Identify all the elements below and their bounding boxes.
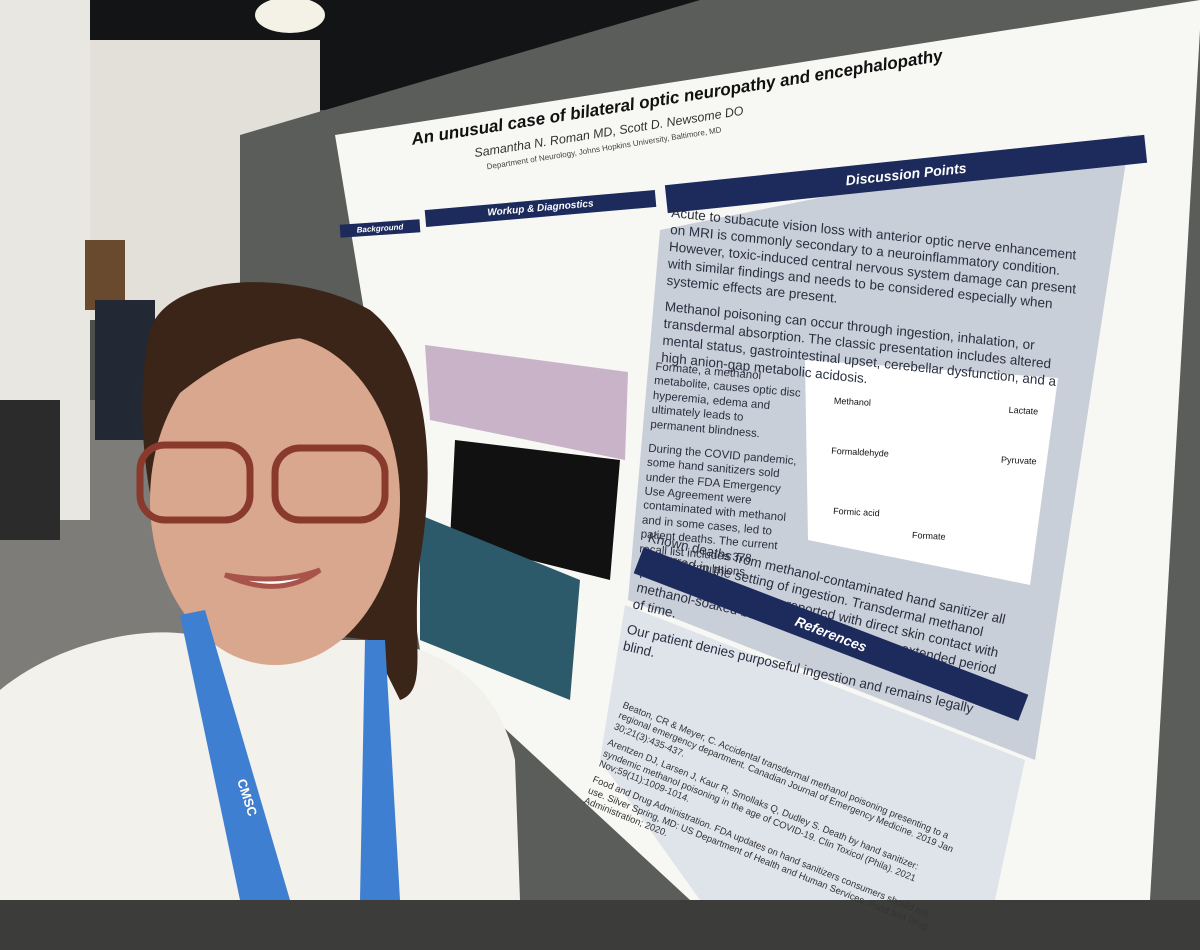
lanyard-right <box>360 640 400 900</box>
glasses-right <box>271 444 389 524</box>
ceiling-light <box>255 0 325 33</box>
wheelchair <box>0 400 60 540</box>
diagram-label: Formaldehyde <box>831 445 890 459</box>
lanyard-left <box>180 610 290 900</box>
diagram-label: Pyruvate <box>1000 454 1037 467</box>
diagram-labels: Methanol Formaldehyde Formic acid Format… <box>811 380 1050 572</box>
diagram-label: Lactate <box>1008 404 1039 417</box>
smile <box>223 567 322 589</box>
diagram-label: Formic acid <box>832 505 880 519</box>
methanol-diagram <box>805 360 1058 585</box>
glasses-left <box>136 441 254 524</box>
discussion-paragraph: Formate, a methanol metabolite, causes o… <box>649 360 802 440</box>
treatment-box <box>425 345 628 460</box>
oct-images <box>420 515 580 700</box>
bangs <box>150 310 380 420</box>
diagram-label: Methanol <box>833 395 872 408</box>
scene: An unusual case of bilateral optic neuro… <box>0 0 1200 900</box>
diagram-label: Formate <box>911 530 946 542</box>
references-panel <box>600 605 1025 900</box>
doorway <box>85 240 125 310</box>
